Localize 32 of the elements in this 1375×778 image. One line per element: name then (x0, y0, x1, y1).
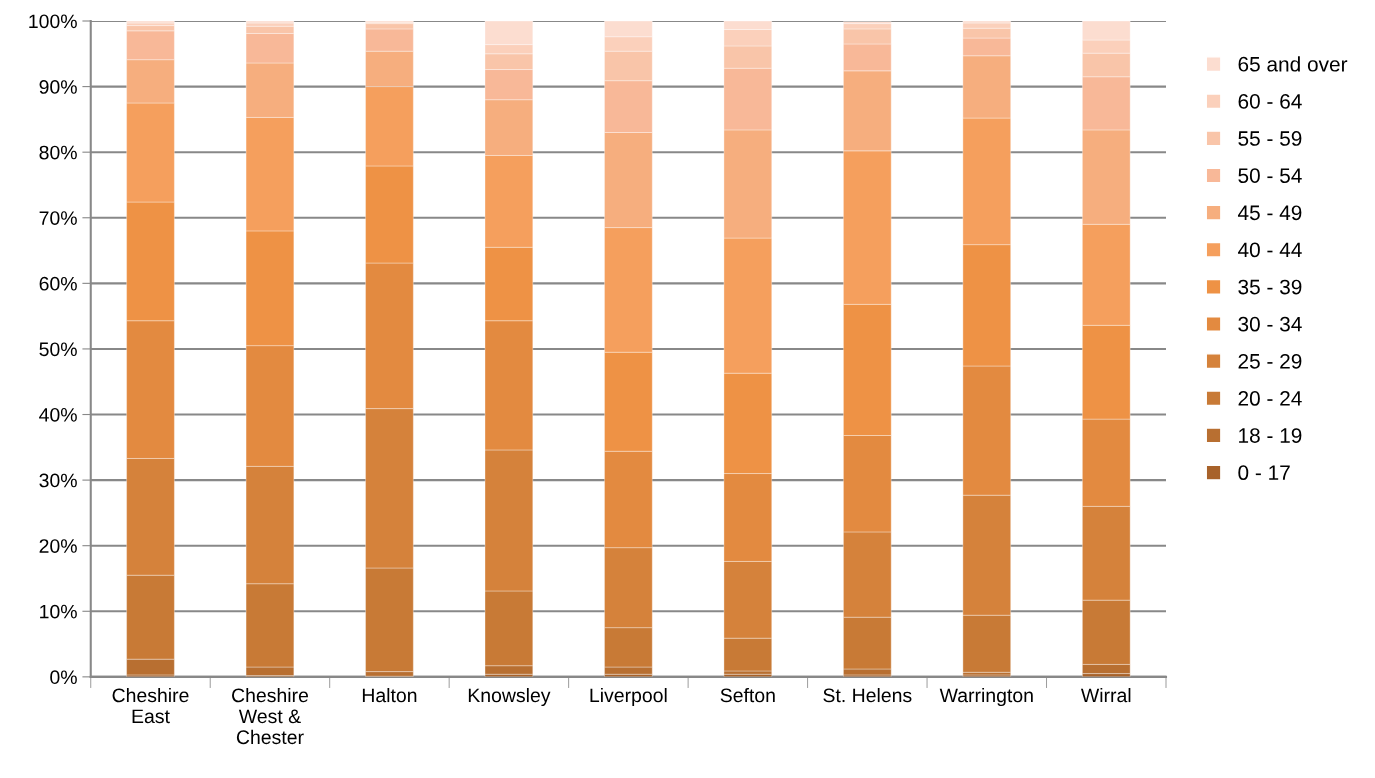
y-tick-label: 60% (39, 276, 77, 291)
x-tick-label: Wirral (1080, 687, 1131, 703)
legend-label: 55 - 59 (1238, 131, 1302, 146)
y-tick-label: 0% (50, 670, 77, 685)
x-tick-label: St. Helens (823, 687, 912, 703)
legend-label: 50 - 54 (1238, 168, 1302, 183)
legend-label: 35 - 39 (1238, 279, 1302, 295)
y-tick-label: 10% (40, 604, 77, 619)
y-tick-label: 40% (39, 407, 77, 422)
y-tick-label: 80% (39, 145, 77, 160)
legend-label: 65 and over (1238, 56, 1348, 72)
y-tick-label: 90% (39, 80, 77, 94)
x-tick-label: Cheshire East (112, 687, 189, 724)
y-tick-label: 30% (39, 473, 77, 488)
legend-label: 60 - 64 (1238, 93, 1302, 109)
x-tick-label: Cheshire West & Chester (232, 687, 308, 745)
x-tick-label: Knowsley (468, 687, 551, 707)
legend-label: 30 - 34 (1238, 316, 1302, 332)
y-tick-label: 20% (39, 539, 77, 553)
legend-label: 40 - 44 (1237, 242, 1302, 258)
legend-label: 0 - 17 (1238, 465, 1290, 481)
x-tick-label: Liverpool (590, 687, 667, 707)
x-tick-label: Warrington (939, 687, 1033, 707)
x-tick-label: Halton (362, 687, 417, 703)
y-tick-label: 100% (29, 14, 77, 29)
y-tick-label: 70% (39, 211, 77, 225)
legend-label: 25 - 29 (1238, 353, 1302, 369)
x-tick-label: Sefton (720, 687, 775, 703)
y-tick-label: 50% (39, 342, 77, 357)
legend-label: 18 - 19 (1239, 428, 1302, 443)
legend-label: 20 - 24 (1238, 391, 1302, 406)
legend-label: 45 - 49 (1237, 205, 1302, 221)
